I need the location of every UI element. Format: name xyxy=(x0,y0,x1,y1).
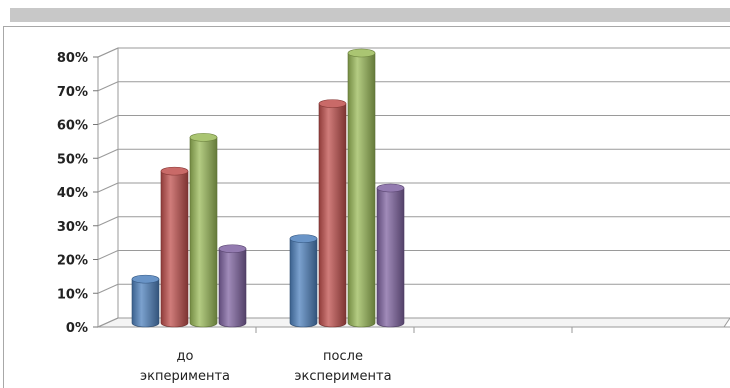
gridline-side xyxy=(97,283,119,294)
y-tick-label: 50% xyxy=(57,152,88,167)
bar-top xyxy=(376,183,405,193)
bar xyxy=(131,274,160,328)
chart-title-bar xyxy=(10,8,730,22)
gridline-side xyxy=(97,47,119,58)
y-axis-ticks: 0% 10% 20% 30% 40% 50% 60% 70% 80% xyxy=(57,51,88,336)
y-tick-label: 30% xyxy=(57,220,88,235)
bar-top xyxy=(347,48,376,58)
category-label-line2: эксперимента xyxy=(294,369,391,384)
bar-body xyxy=(376,187,405,328)
gridline-side xyxy=(97,148,119,159)
bar-body xyxy=(189,137,218,328)
gridline-side xyxy=(97,216,119,227)
bar xyxy=(289,234,318,328)
y-tick-label: 0% xyxy=(66,321,88,336)
chart-frame xyxy=(3,26,730,388)
category-label-line1: после xyxy=(323,349,363,364)
bar-top xyxy=(318,99,347,108)
bar xyxy=(189,133,218,328)
gridline-side xyxy=(97,317,119,328)
category-label-line1: до xyxy=(177,349,194,364)
bar-top xyxy=(218,244,247,254)
y-tick-label: 10% xyxy=(57,287,88,302)
gridline-side xyxy=(97,182,119,193)
bar-body xyxy=(289,238,318,328)
gridline-side xyxy=(97,250,119,260)
bar-body xyxy=(160,170,189,328)
bar xyxy=(376,183,405,328)
bar-top xyxy=(160,166,189,176)
x-axis-categories: до экперимента после эксперимента xyxy=(140,349,392,384)
y-tick-label: 60% xyxy=(57,119,88,134)
gridline-side xyxy=(97,115,119,125)
bar-body xyxy=(218,248,247,328)
bar xyxy=(218,244,247,328)
bar xyxy=(318,99,347,328)
gridline-side xyxy=(97,81,119,92)
bar xyxy=(347,48,376,328)
y-tick-label: 70% xyxy=(57,85,88,100)
bar-body xyxy=(131,278,160,328)
category-label-line2: экперимента xyxy=(140,369,230,384)
bar-top xyxy=(189,133,218,142)
bar-body xyxy=(318,103,347,328)
bars xyxy=(131,48,405,328)
y-tick-label: 80% xyxy=(57,51,88,66)
bar xyxy=(160,166,189,328)
bar-body xyxy=(347,52,376,328)
bar-top xyxy=(131,274,160,284)
y-tick-label: 20% xyxy=(57,254,88,269)
bar-top xyxy=(289,234,318,243)
y-tick-label: 40% xyxy=(57,186,88,201)
